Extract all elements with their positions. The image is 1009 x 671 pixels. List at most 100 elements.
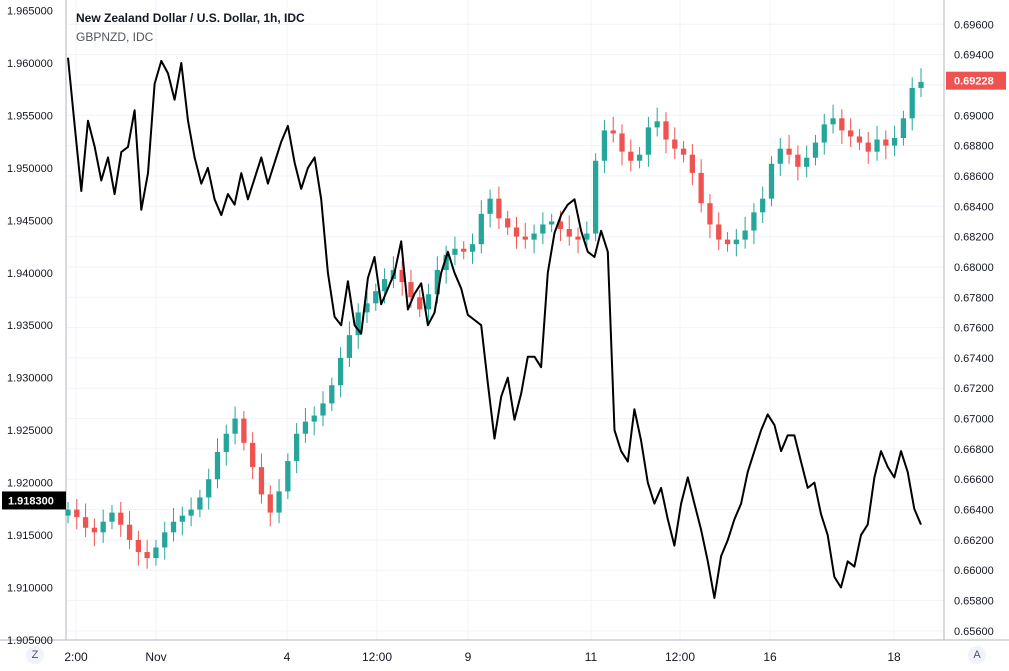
chart-legend: New Zealand Dollar / U.S. Dollar, 1h, ID…	[76, 9, 305, 47]
candle-body	[909, 87, 915, 119]
candle-body	[883, 139, 889, 146]
candle-body	[628, 151, 634, 161]
candle-body	[65, 509, 71, 516]
candle-body	[610, 130, 616, 134]
gbpnzd-line	[67, 57, 922, 599]
left-axis-tick-label: 1.950000	[7, 163, 53, 175]
candle-body	[874, 139, 880, 152]
candle-body	[707, 203, 713, 225]
left-axis-tick-label: 1.915000	[7, 530, 53, 542]
candle-body	[469, 244, 476, 252]
left-axis-tick-label: 1.930000	[7, 373, 53, 385]
left-last-value-label: 1.918300	[8, 495, 54, 507]
candle-body	[478, 213, 484, 245]
x-axis-tick-label: 12:00	[362, 650, 392, 664]
candle-body	[848, 130, 854, 137]
right-axis-tick-label: 0.66800	[954, 444, 994, 456]
candle-body	[680, 148, 687, 155]
candle-body	[698, 172, 704, 204]
right-axis-tick-label: 0.68600	[954, 171, 994, 183]
candle-body	[135, 539, 141, 553]
candle-body	[320, 403, 326, 416]
right-axis-tick-label: 0.65600	[954, 626, 994, 638]
legend-title: New Zealand Dollar / U.S. Dollar, 1h, ID…	[76, 11, 305, 25]
right-axis-tick-label: 0.65800	[954, 596, 994, 608]
candle-body	[118, 512, 124, 525]
right-axis-tick-label: 0.69000	[954, 110, 994, 122]
right-axis-tick-label: 0.66000	[954, 565, 994, 577]
candle-body	[214, 451, 221, 480]
candle-body	[496, 198, 502, 219]
candle-body	[381, 279, 388, 292]
candle-body	[74, 509, 80, 518]
right-axis-tick-label: 0.67600	[954, 323, 994, 335]
candle-body	[91, 527, 98, 533]
left-axis-tick-label: 1.965000	[7, 5, 53, 17]
candle-body	[663, 121, 669, 140]
candle-body	[865, 142, 871, 152]
x-axis-tick-label: 2:00	[64, 650, 88, 664]
candle-body	[346, 335, 353, 358]
candle-body	[241, 418, 247, 443]
candle-body	[645, 127, 652, 155]
candle-body	[619, 133, 625, 152]
right-last-value-label: 0.69228	[954, 76, 994, 88]
x-axis-tick-label: 12:00	[665, 650, 695, 664]
candle-body	[601, 130, 608, 161]
candle-body	[399, 269, 405, 283]
candle-body	[355, 312, 361, 336]
candle-body	[742, 230, 748, 240]
candle-body	[786, 148, 792, 155]
candle-body	[487, 198, 493, 214]
candle-body	[777, 148, 783, 164]
candle-body	[522, 236, 528, 240]
right-axis-tick-label: 0.67400	[954, 353, 994, 365]
candle-body	[900, 118, 907, 139]
candle-body	[672, 139, 678, 149]
candle-body	[839, 118, 845, 131]
left-axis-tick-label: 1.910000	[7, 583, 53, 595]
left-axis-tick-label: 1.935000	[7, 320, 53, 332]
candle-body	[452, 248, 458, 255]
candle-body	[513, 227, 520, 237]
candle-body	[654, 121, 660, 128]
candle-body	[549, 221, 555, 225]
candle-body	[126, 524, 133, 540]
candle-body	[636, 154, 643, 161]
candle-body	[232, 418, 238, 434]
candle-body	[408, 282, 414, 298]
candle-body	[250, 442, 256, 468]
candle-body	[82, 517, 89, 528]
right-axis-tick-label: 0.69400	[954, 50, 994, 62]
timezone-button[interactable]: Z	[26, 646, 44, 664]
candle-body	[100, 521, 106, 533]
candle-body	[592, 160, 599, 234]
right-axis-tick-label: 0.66200	[954, 535, 994, 547]
left-axis-tick-label: 1.945000	[7, 215, 53, 227]
candle-body	[258, 467, 265, 495]
candle-body	[566, 229, 572, 237]
candle-body	[302, 421, 309, 434]
right-axis-tick-label: 0.67200	[954, 383, 994, 395]
right-axis-tick-label: 0.68800	[954, 141, 994, 153]
candle-body	[821, 124, 827, 143]
candle-body	[179, 515, 185, 522]
left-axis-tick-label: 1.905000	[7, 635, 53, 647]
x-axis-tick-label: Nov	[145, 650, 166, 664]
right-axis-tick-label: 0.68200	[954, 232, 994, 244]
candle-body	[575, 236, 581, 240]
candle-body	[162, 532, 168, 548]
candle-body	[276, 491, 282, 513]
auto-scale-button[interactable]: A	[968, 646, 986, 664]
candle-body	[804, 157, 810, 167]
candle-body	[716, 224, 722, 240]
candle-body	[294, 433, 300, 462]
candle-body	[373, 291, 379, 304]
candle-body	[144, 552, 150, 559]
right-axis-tick-label: 0.66600	[954, 474, 994, 486]
left-axis-tick-label: 1.955000	[7, 110, 53, 122]
candle-body	[751, 212, 757, 231]
candle-body	[812, 142, 819, 158]
right-axis-tick-label: 0.67800	[954, 292, 994, 304]
